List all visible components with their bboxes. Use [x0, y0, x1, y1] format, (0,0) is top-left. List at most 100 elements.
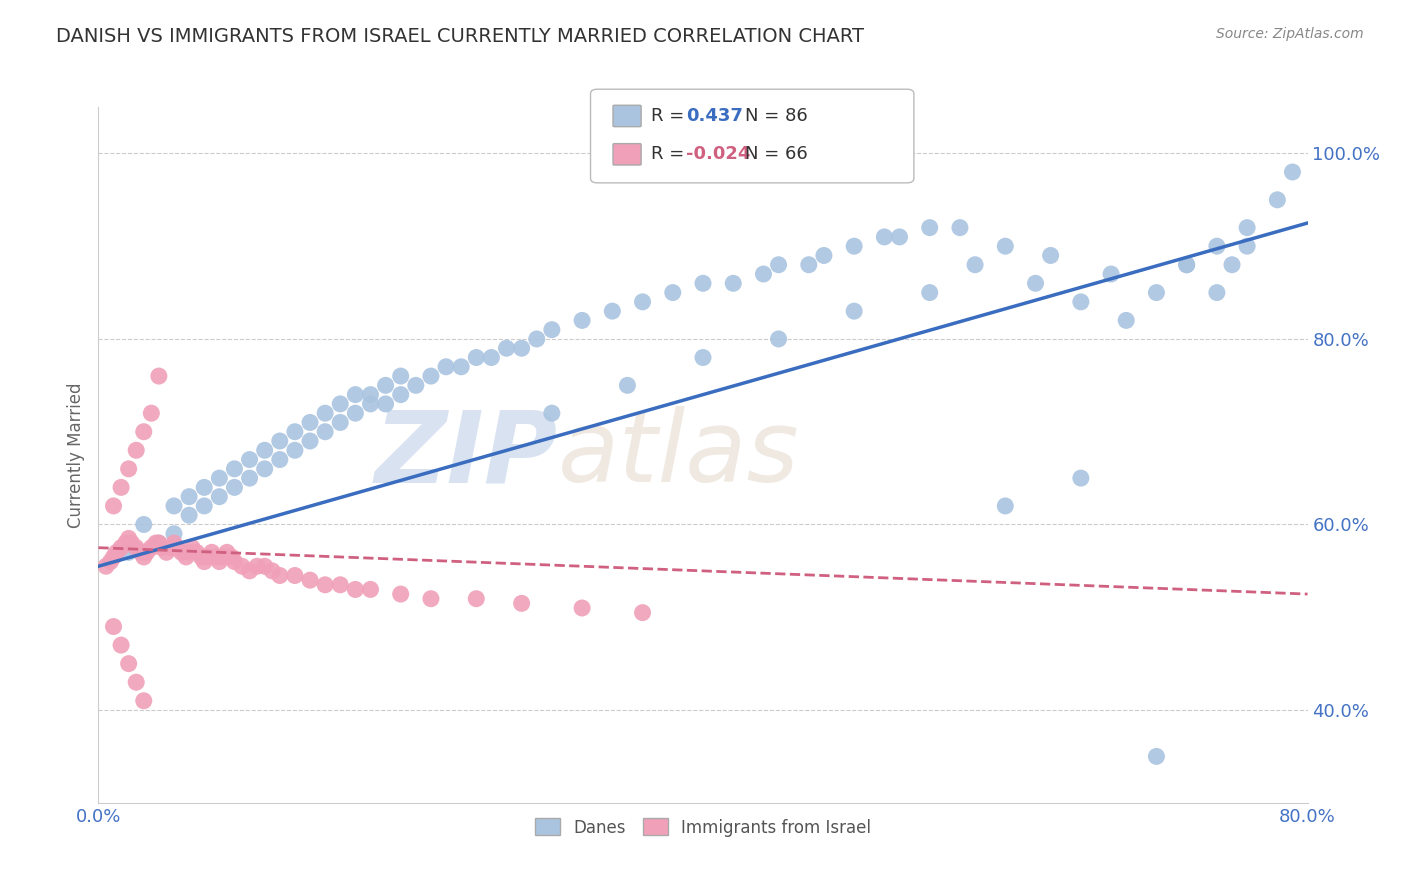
Point: [118, 657, 141, 671]
Point: [918, 285, 941, 300]
Point: [918, 220, 941, 235]
Point: [692, 351, 714, 365]
Point: [844, 239, 866, 253]
Point: [224, 555, 246, 569]
Point: [389, 587, 412, 601]
Point: [190, 549, 212, 564]
Point: [193, 480, 215, 494]
Point: [540, 323, 562, 337]
Point: [132, 549, 155, 564]
Point: [148, 536, 170, 550]
Text: N = 66: N = 66: [745, 145, 808, 163]
Point: [1070, 471, 1092, 485]
Point: [389, 387, 412, 401]
Point: [118, 545, 141, 559]
Y-axis label: Currently Married: Currently Married: [66, 382, 84, 528]
Text: -0.024: -0.024: [686, 145, 751, 163]
Point: [141, 541, 163, 555]
Point: [129, 545, 152, 559]
Legend: Danes, Immigrants from Israel: Danes, Immigrants from Israel: [529, 812, 877, 843]
Point: [163, 499, 186, 513]
Point: [284, 443, 307, 458]
Point: [100, 555, 122, 569]
Point: [125, 443, 148, 458]
Point: [949, 220, 972, 235]
Point: [118, 462, 141, 476]
Point: [813, 248, 835, 262]
Point: [211, 549, 233, 564]
Point: [132, 694, 155, 708]
Point: [103, 549, 125, 564]
Text: Source: ZipAtlas.com: Source: ZipAtlas.com: [1216, 27, 1364, 41]
Point: [526, 332, 548, 346]
Point: [844, 304, 866, 318]
Point: [1039, 248, 1062, 262]
Point: [262, 564, 284, 578]
Point: [752, 267, 775, 281]
Point: [110, 638, 132, 652]
Point: [114, 536, 136, 550]
Point: [768, 332, 790, 346]
Point: [631, 606, 654, 620]
Point: [571, 313, 593, 327]
Point: [994, 499, 1017, 513]
Text: R =: R =: [651, 145, 690, 163]
Point: [150, 541, 173, 555]
Point: [118, 532, 141, 546]
Point: [193, 499, 215, 513]
Point: [1206, 285, 1229, 300]
Point: [994, 239, 1017, 253]
Point: [389, 369, 412, 384]
Point: [105, 545, 128, 559]
Point: [205, 549, 228, 564]
Point: [179, 490, 201, 504]
Point: [253, 443, 276, 458]
Point: [239, 564, 262, 578]
Point: [1281, 165, 1303, 179]
Point: [269, 434, 291, 448]
Point: [179, 545, 201, 559]
Point: [602, 304, 624, 318]
Point: [125, 675, 148, 690]
Point: [103, 499, 125, 513]
Point: [360, 387, 382, 401]
Text: DANISH VS IMMIGRANTS FROM ISRAEL CURRENTLY MARRIED CORRELATION CHART: DANISH VS IMMIGRANTS FROM ISRAEL CURRENT…: [56, 27, 865, 45]
Point: [1236, 239, 1258, 253]
Point: [231, 559, 253, 574]
Point: [299, 573, 322, 587]
Point: [253, 559, 276, 574]
Point: [314, 425, 336, 439]
Point: [1267, 193, 1289, 207]
Point: [208, 490, 231, 504]
Point: [510, 596, 533, 610]
Point: [420, 369, 443, 384]
Point: [284, 568, 307, 582]
Point: [450, 359, 472, 374]
Point: [465, 351, 488, 365]
Point: [374, 397, 396, 411]
Point: [132, 517, 155, 532]
Point: [314, 578, 336, 592]
Point: [239, 471, 262, 485]
Point: [299, 434, 322, 448]
Point: [195, 549, 218, 564]
Point: [160, 541, 183, 555]
Point: [145, 536, 167, 550]
Point: [110, 480, 132, 494]
Point: [481, 351, 503, 365]
Point: [495, 341, 517, 355]
Point: [201, 545, 224, 559]
Point: [224, 480, 246, 494]
Point: [299, 416, 322, 430]
Point: [224, 462, 246, 476]
Point: [420, 591, 443, 606]
Point: [1144, 285, 1167, 300]
Text: ZIP: ZIP: [375, 407, 558, 503]
Point: [166, 541, 188, 555]
Point: [1144, 749, 1167, 764]
Point: [163, 526, 186, 541]
Point: [873, 230, 896, 244]
Point: [163, 536, 186, 550]
Point: [405, 378, 427, 392]
Point: [616, 378, 638, 392]
